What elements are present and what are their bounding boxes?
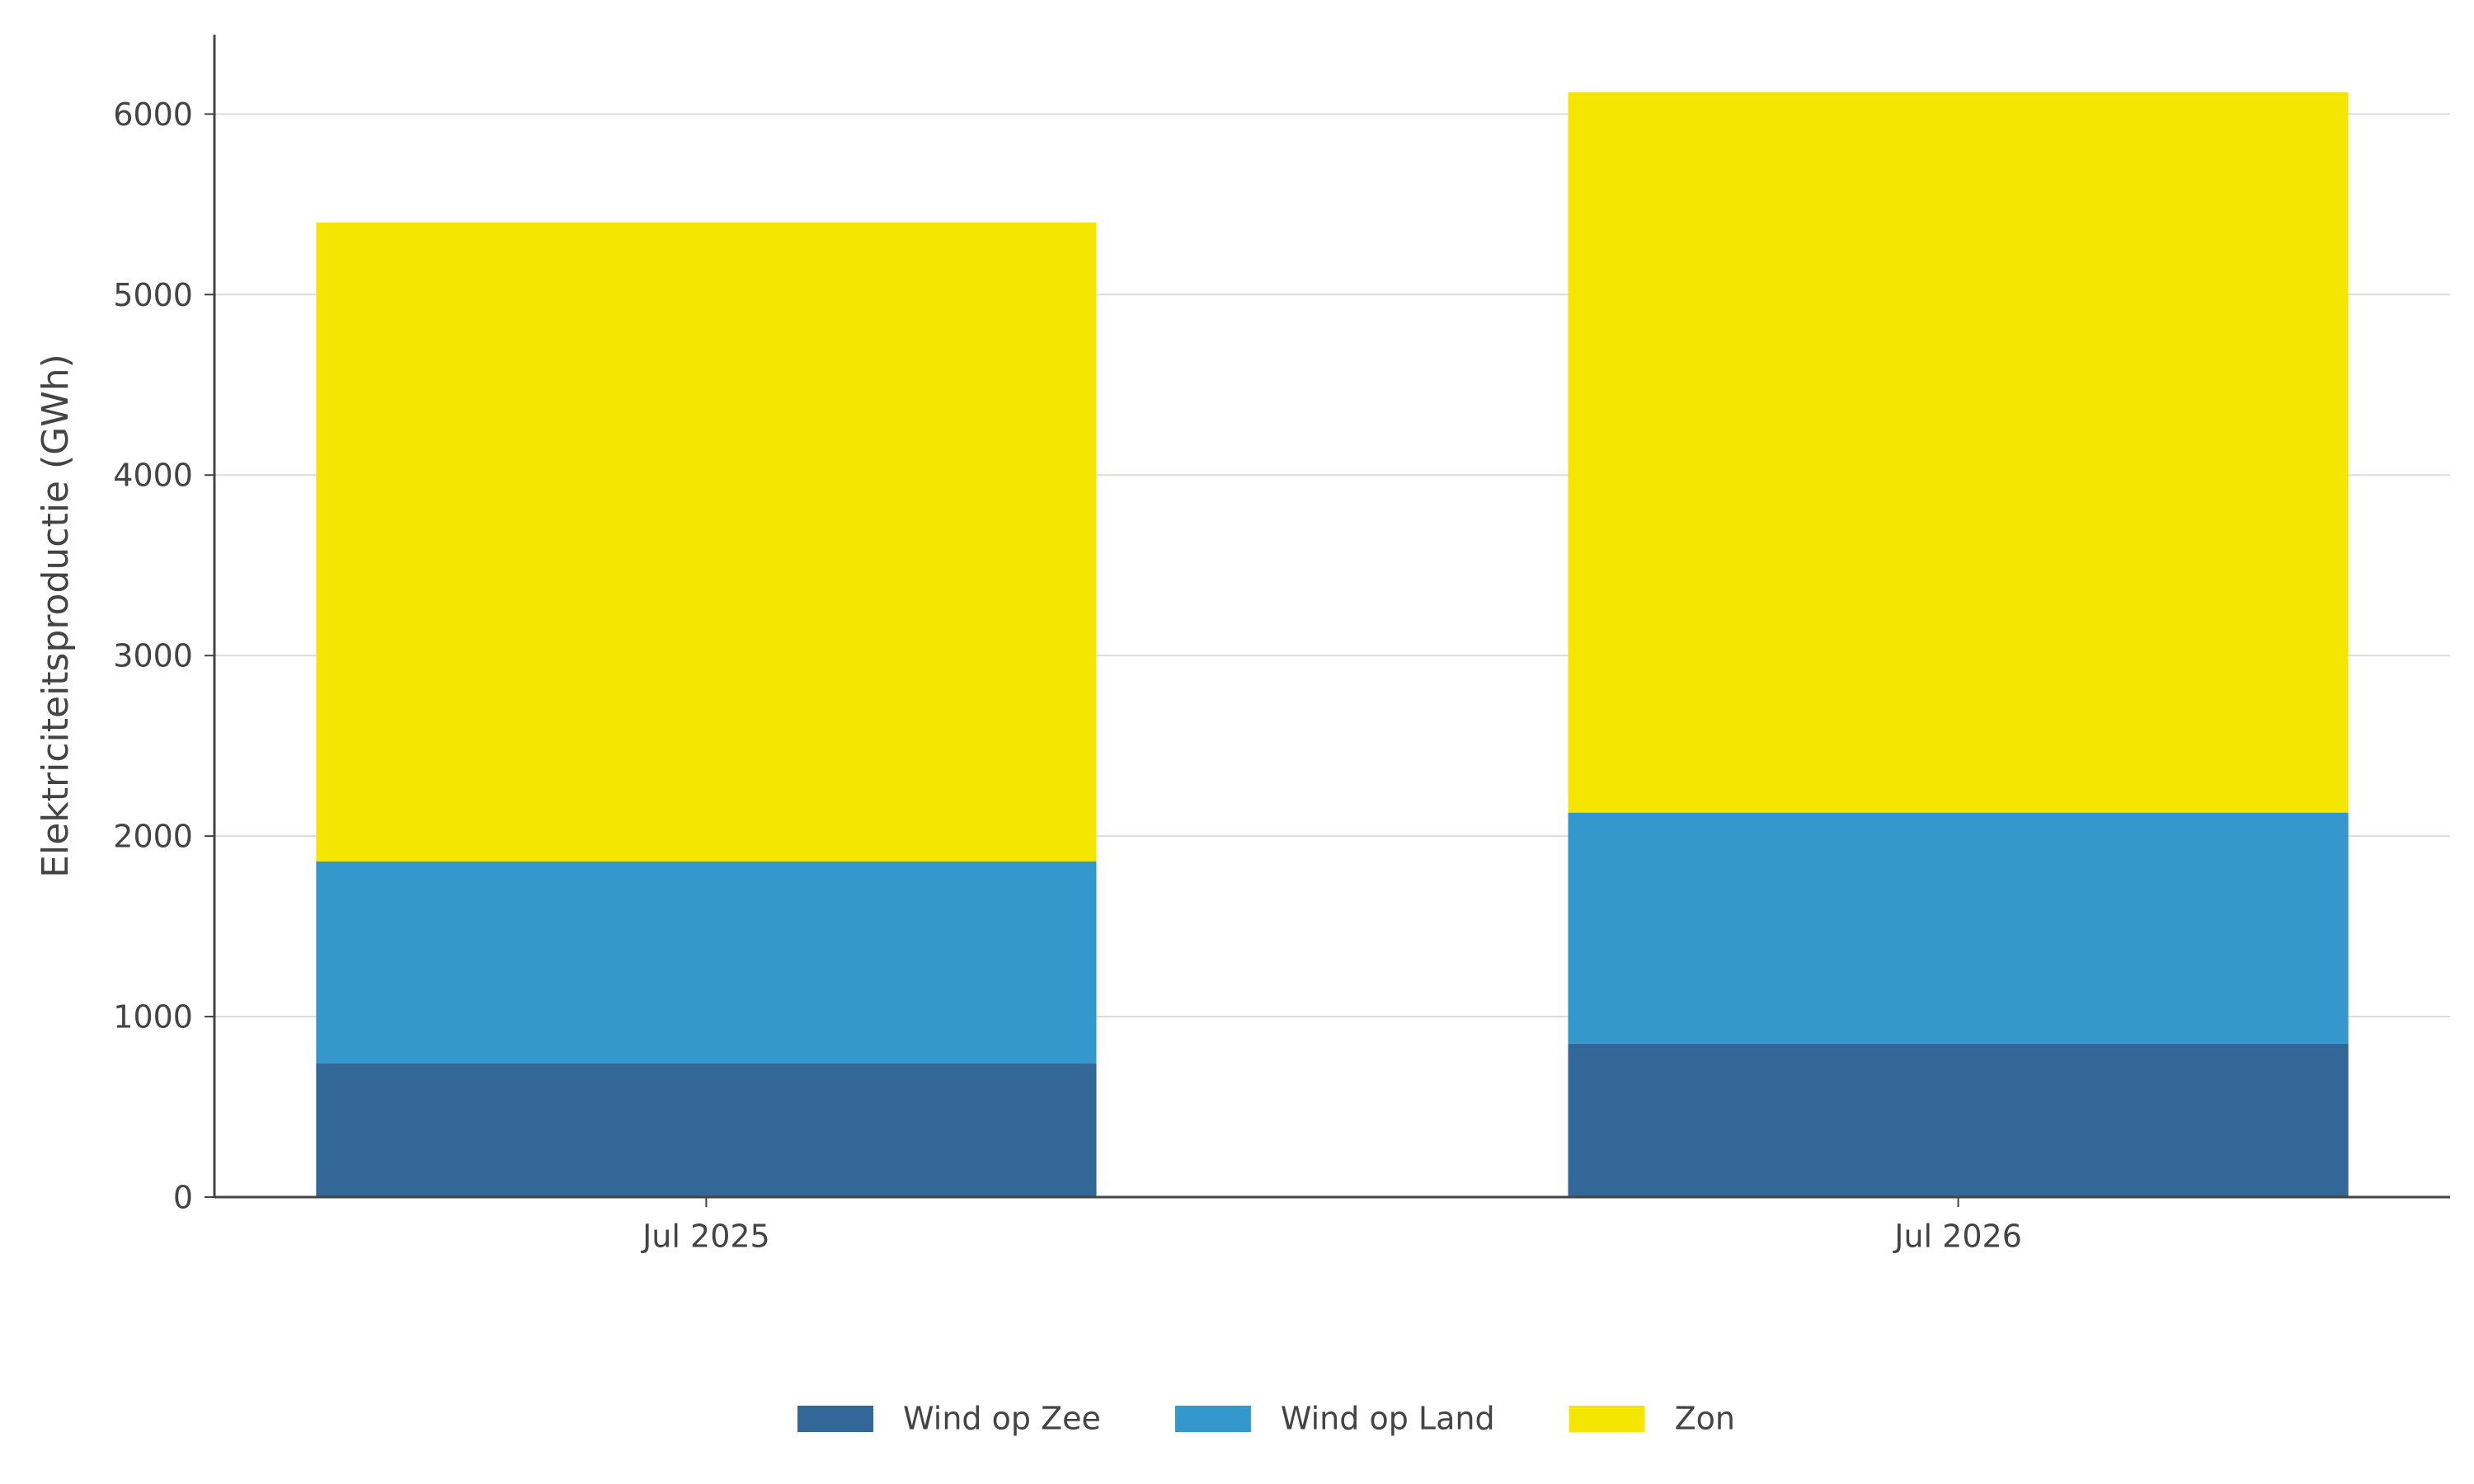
y-tick-label: 2000 (113, 819, 193, 855)
y-tick-label: 0 (173, 1180, 193, 1216)
legend-swatch (1569, 1406, 1645, 1432)
x-tick-label: Jul 2026 (1893, 1219, 2022, 1255)
bar-segment (1568, 1043, 2349, 1197)
bar-segment (1568, 812, 2349, 1044)
legend-swatch (1174, 1406, 1251, 1432)
y-tick-label: 4000 (113, 458, 193, 494)
legend-label: Wind op Zee (903, 1401, 1101, 1437)
y-tick-label: 6000 (113, 96, 193, 133)
y-tick-label: 5000 (113, 277, 193, 313)
x-tick-label: Jul 2025 (641, 1219, 770, 1255)
bar-segment (316, 861, 1097, 1064)
bar-segment (316, 222, 1097, 862)
legend-swatch (797, 1406, 874, 1432)
bar-segment (1568, 92, 2349, 813)
legend-label: Wind op Land (1281, 1401, 1495, 1437)
bar-segment (316, 1063, 1097, 1197)
legend-label: Zon (1675, 1401, 1735, 1437)
y-tick-label: 3000 (113, 638, 193, 674)
y-axis-title: Elektriciteitsproductie (GWh) (35, 354, 77, 878)
y-tick-label: 1000 (113, 999, 193, 1036)
